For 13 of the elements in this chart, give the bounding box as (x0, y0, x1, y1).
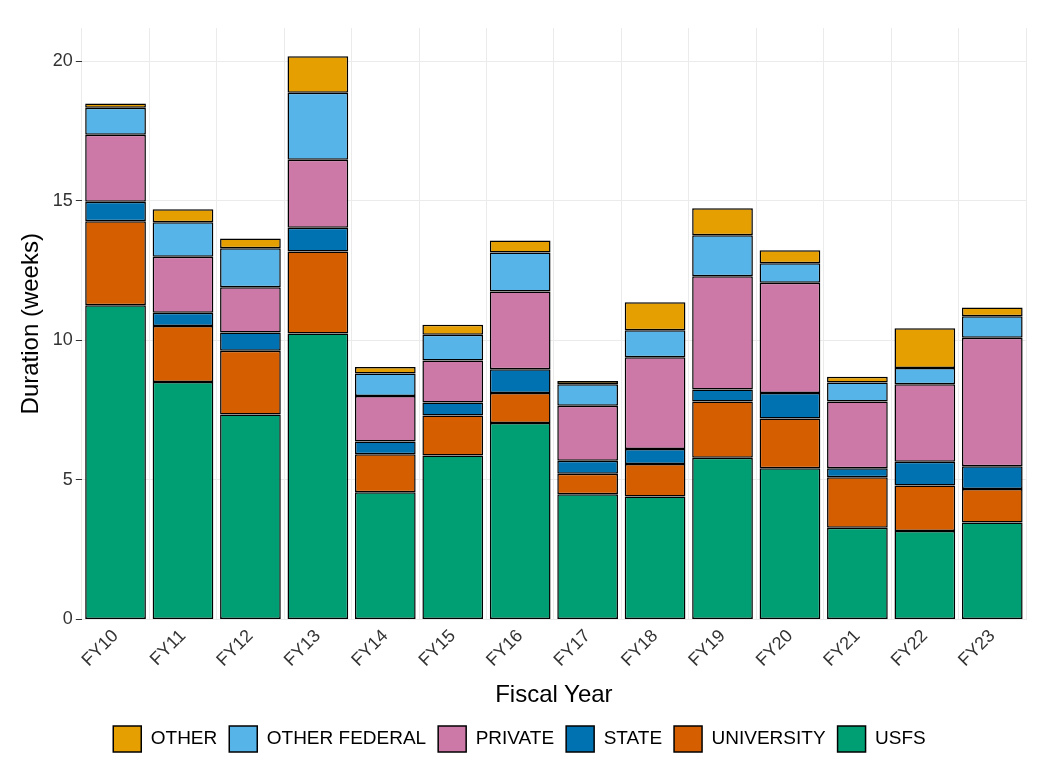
legend-label: STATE (603, 727, 663, 749)
y-tick-label: 20 (52, 50, 73, 71)
legend-label: OTHER FEDERAL (266, 727, 427, 749)
y-tick-label: 15 (52, 189, 73, 210)
y-axis-title: Duration (weeks) (16, 233, 44, 415)
y-tick-label: 10 (52, 329, 73, 350)
legend-label: PRIVATE (475, 727, 555, 749)
legend-label: USFS (875, 727, 926, 749)
legend-label: UNIVERSITY (711, 727, 826, 749)
x-axis-title: Fiscal Year (495, 680, 613, 708)
legend-label: OTHER (150, 727, 218, 749)
y-tick-label: 0 (62, 608, 73, 629)
y-tick-label: 5 (62, 468, 73, 489)
